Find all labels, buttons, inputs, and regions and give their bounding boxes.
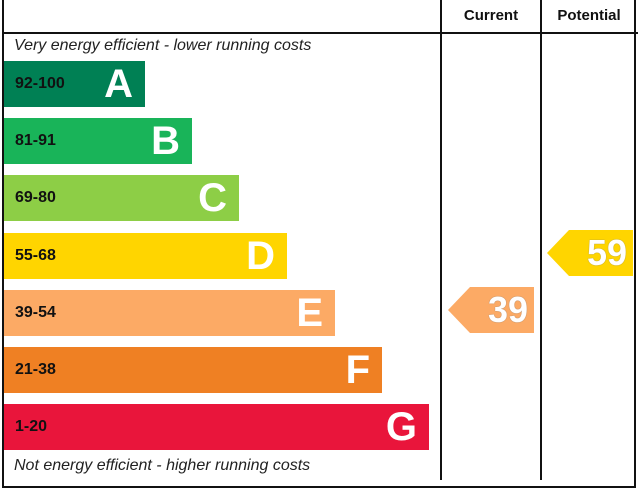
bottom-caption: Not energy efficient - higher running co… [14,457,311,474]
current-rating-value: 39 [487,288,528,330]
band-letter: A [104,62,133,106]
potential-arrow-shape [547,229,633,276]
band-d: 55-68 D [4,232,287,279]
band-letter: F [345,348,370,392]
header-potential: Potential [557,7,621,24]
band-letter: B [151,119,180,164]
current-arrow-shape [448,286,534,333]
top-caption: Very energy efficient - lower running co… [14,37,312,54]
band-f: 21-38 F [4,347,382,393]
band-e: 39-54 E [4,289,335,336]
band-letter: E [296,290,323,335]
column-divider-current [440,0,442,480]
band-range: 81-91 [15,132,56,150]
band-a: 92-100 A [4,61,145,107]
band-range: 21-38 [15,361,56,378]
header-divider [2,32,638,34]
band-letter: G [385,405,417,450]
column-divider-potential [540,0,542,480]
potential-rating-arrow: 59 [547,229,633,276]
band-b: 81-91 B [4,118,192,165]
band-range: 39-54 [15,303,56,321]
band-range: 92-100 [15,75,65,92]
band-g: 1-20 G [4,404,429,451]
band-range: 1-20 [15,418,48,436]
current-rating-arrow: 39 [448,286,534,333]
band-letter: C [198,176,227,221]
potential-rating-value: 59 [586,231,627,273]
band-range: 55-68 [15,246,56,264]
header-current: Current [463,7,519,24]
band-letter: D [246,233,275,278]
band-range: 69-80 [15,189,56,207]
band-c: 69-80 C [4,175,239,222]
